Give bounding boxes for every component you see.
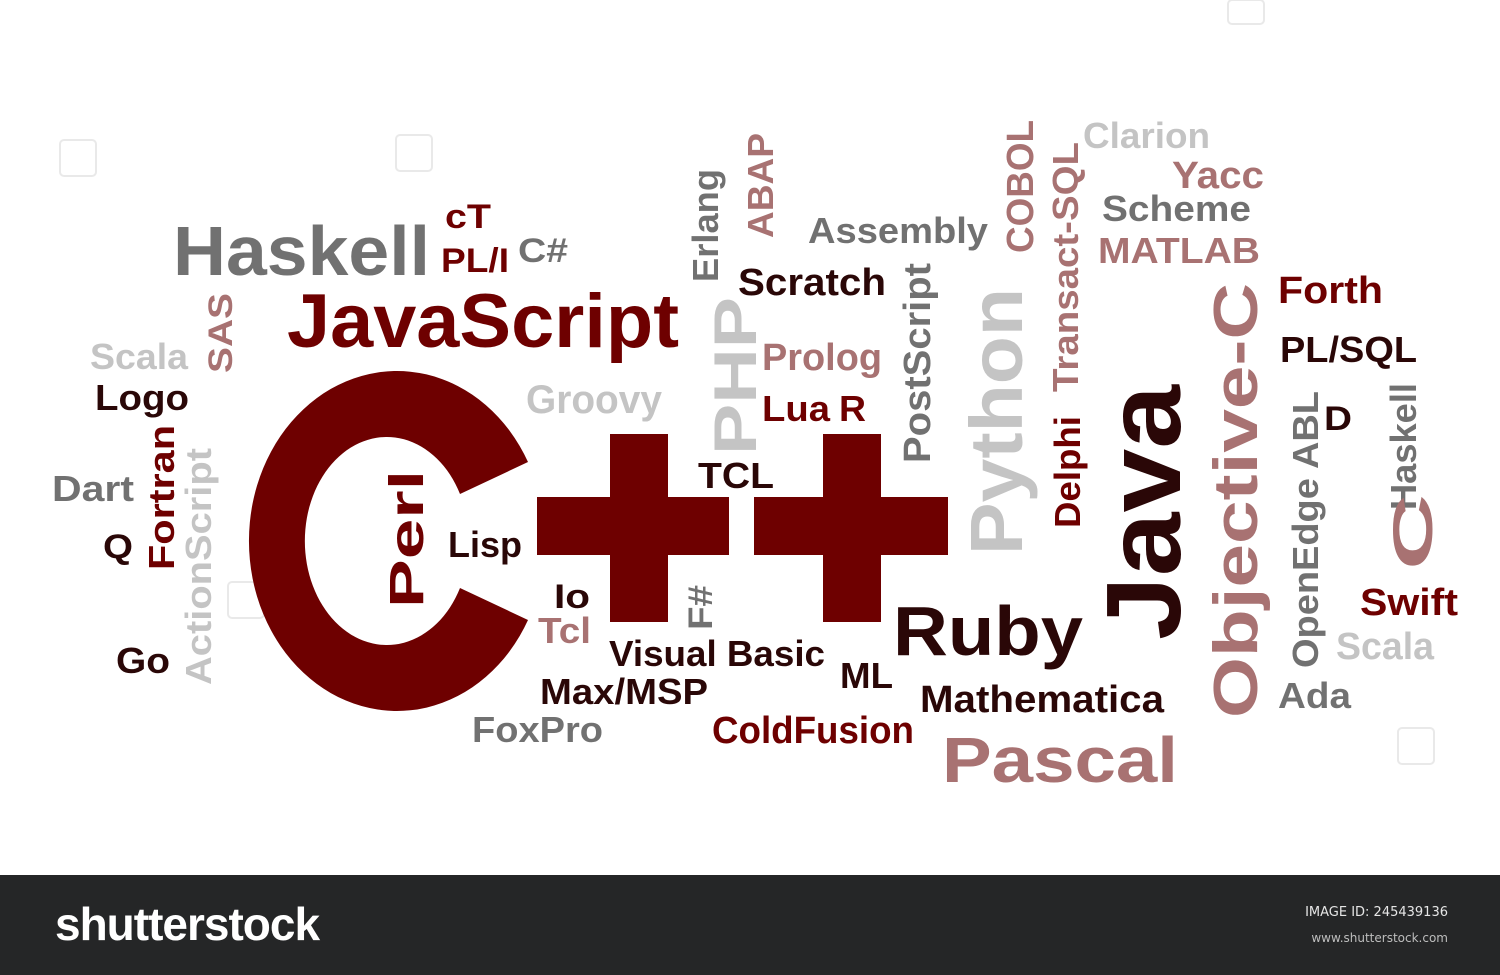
word-c: C: [1381, 494, 1444, 570]
word-pascal: Pascal: [942, 724, 1178, 796]
word-lisp: Lisp: [448, 524, 522, 565]
word-fortran: Fortran: [141, 425, 182, 570]
word-ruby: Ruby: [893, 592, 1083, 670]
word-scala: Scala: [1336, 626, 1435, 668]
word-ada: Ada: [1278, 675, 1352, 716]
site-url: www.shutterstock.com: [1311, 931, 1448, 945]
word-coldfusion: ColdFusion: [712, 710, 914, 752]
word-postscript: PostScript: [897, 263, 939, 463]
word-transact-sql: Transact-SQL: [1045, 142, 1086, 392]
word-cobol: COBOL: [1000, 120, 1042, 253]
word-actionscript: ActionScript: [178, 448, 219, 685]
word-mathematica: Mathematica: [920, 679, 1165, 721]
word-foxpro: FoxPro: [472, 709, 603, 750]
word-perl: Perl: [381, 470, 434, 608]
word-tcl: TCL: [698, 455, 774, 496]
word-ml: ML: [840, 655, 893, 696]
word-go: Go: [116, 640, 170, 681]
word-sas: SAS: [202, 293, 240, 373]
word-lua: Lua: [762, 388, 831, 429]
word-haskell: Haskell: [173, 212, 430, 290]
cpp-plus-2-vertical: [823, 434, 881, 622]
word-d: D: [1324, 400, 1352, 438]
word-max-msp: Max/MSP: [540, 671, 708, 712]
shutterstock-logo: shutterstock: [55, 898, 320, 950]
word-matlab: MATLAB: [1098, 230, 1260, 271]
word-javascript: JavaScript: [287, 279, 679, 364]
cpp-plus-1-vertical: [610, 434, 668, 622]
word-visual-basic: Visual Basic: [609, 633, 825, 674]
word-haskell: Haskell: [1383, 383, 1424, 510]
word-scratch: Scratch: [738, 262, 886, 304]
word-c: C#: [518, 232, 568, 270]
stock-footer-bar: shutterstock IMAGE ID: 245439136 www.shu…: [0, 875, 1500, 975]
word-f: F#: [682, 585, 720, 630]
word-assembly: Assembly: [808, 210, 988, 251]
word-java: Java: [1085, 384, 1203, 640]
word-scala: Scala: [90, 336, 189, 377]
word-delphi: Delphi: [1047, 416, 1088, 528]
word-pl-i: PL/I: [441, 242, 509, 280]
word-objective-c: Objective-C: [1202, 283, 1271, 718]
word-abap: ABAP: [740, 133, 781, 238]
word-openedge-abl: OpenEdge ABL: [1285, 391, 1326, 668]
cpp-mark: [248, 370, 948, 711]
word-dart: Dart: [52, 468, 134, 509]
word-pl-sql: PL/SQL: [1280, 329, 1417, 370]
cpp-c-letter: [248, 370, 528, 711]
word-php: PHP: [702, 297, 769, 455]
word-q: Q: [103, 528, 133, 566]
word-prolog: Prolog: [762, 337, 882, 379]
word-tcl: Tcl: [538, 610, 591, 651]
word-logo: Logo: [95, 377, 189, 418]
word-swift: Swift: [1360, 582, 1458, 624]
word-python: Python: [955, 288, 1038, 555]
word-erlang: Erlang: [685, 169, 726, 282]
word-io: Io: [554, 578, 590, 616]
word-r: R: [839, 388, 866, 429]
word-yacc: Yacc: [1172, 155, 1264, 197]
image-id-label: IMAGE ID: 245439136: [1305, 905, 1448, 920]
word-ct: cT: [445, 198, 491, 236]
word-cloud: JavaScript Haskell Java Objective-C Python Pa…: [52, 0, 1458, 796]
word-forth: Forth: [1278, 270, 1383, 312]
word-cloud-words-overlay: Perl Lisp: [381, 470, 522, 608]
word-scheme: Scheme: [1102, 188, 1251, 229]
word-groovy: Groovy: [526, 378, 663, 422]
word-clarion: Clarion: [1083, 115, 1210, 156]
